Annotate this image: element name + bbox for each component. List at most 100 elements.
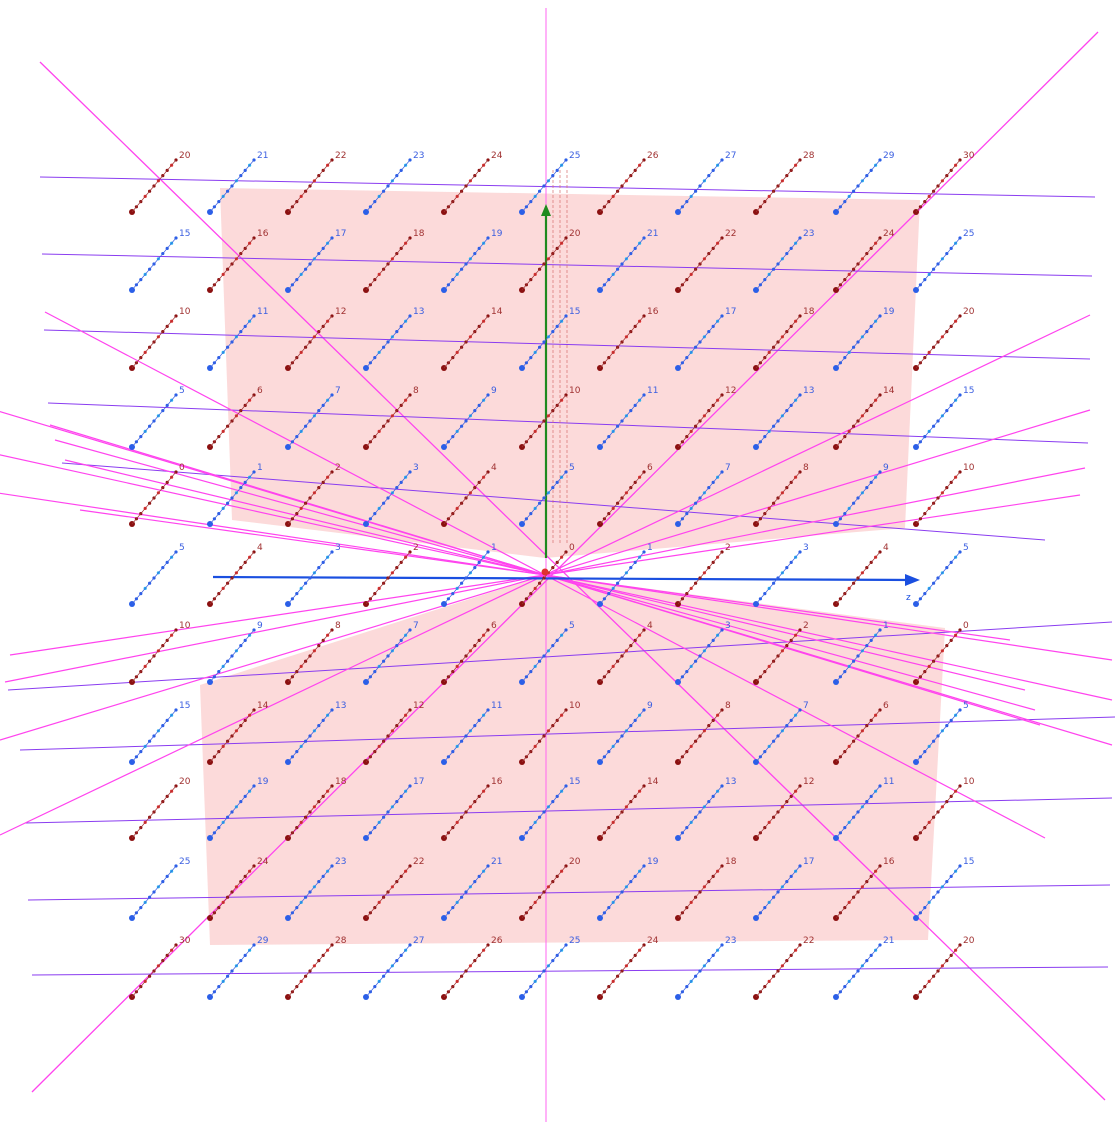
chain-line xyxy=(835,471,881,525)
point-chain: 3 xyxy=(285,543,341,607)
point-chain: 18 xyxy=(363,229,425,293)
chain-line xyxy=(287,237,333,291)
point-chain: 10 xyxy=(519,701,581,765)
chain-line xyxy=(365,944,411,998)
chain-number-label: 7 xyxy=(803,701,809,711)
point-chain: 27 xyxy=(363,936,424,1000)
chain-number-label: 25 xyxy=(569,151,580,161)
chain-number-label: 9 xyxy=(883,463,889,473)
chain-line xyxy=(677,785,723,839)
chain-line xyxy=(599,944,645,998)
chain-line xyxy=(677,865,723,919)
point-chain: 5 xyxy=(913,701,969,765)
point-chain: 21 xyxy=(441,857,502,921)
point-chain: 15 xyxy=(913,386,974,450)
chain-line xyxy=(365,629,411,683)
chain-number-label: 19 xyxy=(647,857,659,867)
chain-line xyxy=(835,159,881,213)
point-chain: 18 xyxy=(285,777,347,841)
chain-number-label: 14 xyxy=(491,307,503,317)
chain-number-label: 15 xyxy=(569,307,580,317)
point-chain: 16 xyxy=(207,229,269,293)
chain-number-label: 20 xyxy=(569,857,581,867)
point-chain: 5 xyxy=(519,621,575,685)
chain-number-label: 24 xyxy=(257,857,269,867)
lower-plane xyxy=(200,575,945,945)
chain-number-label: 15 xyxy=(179,701,190,711)
chain-line xyxy=(521,551,567,605)
y-axis xyxy=(541,170,568,558)
point-chain: 0 xyxy=(129,463,185,527)
chain-number-label: 11 xyxy=(491,701,502,711)
point-chain: 5 xyxy=(913,543,969,607)
point-chain: 26 xyxy=(441,936,503,1000)
chain-line xyxy=(131,629,177,683)
point-chain: 13 xyxy=(363,307,424,371)
point-chain: 20 xyxy=(913,936,975,1000)
point-chain: 3 xyxy=(675,621,731,685)
violet-lines xyxy=(7,176,1116,976)
chain-line xyxy=(365,471,411,525)
chain-line xyxy=(599,551,645,605)
point-chain: 2 xyxy=(753,621,809,685)
chain-number-label: 0 xyxy=(963,621,969,631)
chain-number-label: 21 xyxy=(883,936,894,946)
point-chain: 6 xyxy=(597,463,653,527)
z-axis-arrowhead xyxy=(905,574,920,586)
chain-line xyxy=(209,237,255,291)
chain-number-label: 6 xyxy=(647,463,653,473)
point-chain: 7 xyxy=(675,463,731,527)
point-chain: 16 xyxy=(597,307,659,371)
point-chain: 25 xyxy=(129,857,190,921)
chain-line xyxy=(131,471,177,525)
chain-number-label: 14 xyxy=(883,386,895,396)
point-chain: 11 xyxy=(833,777,894,841)
chain-number-label: 19 xyxy=(257,777,269,787)
chain-line xyxy=(755,785,801,839)
chain-number-label: 8 xyxy=(725,701,731,711)
chain-line xyxy=(521,709,567,763)
chain-line xyxy=(755,709,801,763)
point-chain: 2 xyxy=(363,543,419,607)
chain-number-label: 10 xyxy=(179,307,191,317)
chain-line xyxy=(835,785,881,839)
chain-number-label: 23 xyxy=(725,936,736,946)
point-chain: 20 xyxy=(129,777,191,841)
chain-line xyxy=(287,629,333,683)
chain-number-label: 15 xyxy=(963,857,974,867)
chain-line xyxy=(755,944,801,998)
point-chain: 4 xyxy=(833,543,889,607)
chain-line xyxy=(443,709,489,763)
chain-line xyxy=(599,394,645,448)
chain-line xyxy=(209,629,255,683)
chain-line xyxy=(287,709,333,763)
point-chain: 12 xyxy=(753,777,814,841)
chain-line xyxy=(677,315,723,369)
point-chain: 6 xyxy=(441,621,497,685)
chain-number-label: 17 xyxy=(335,229,346,239)
point-chain: 11 xyxy=(207,307,268,371)
point-chain: 27 xyxy=(675,151,736,215)
chain-number-label: 29 xyxy=(883,151,895,161)
chain-line xyxy=(915,865,961,919)
chain-number-label: 3 xyxy=(413,463,419,473)
point-chain: 12 xyxy=(363,701,424,765)
chain-number-label: 3 xyxy=(335,543,341,553)
point-chain: 0 xyxy=(913,621,969,685)
point-chain: 24 xyxy=(597,936,659,1000)
chain-line xyxy=(677,159,723,213)
point-chain: 3 xyxy=(363,463,419,527)
chain-number-label: 13 xyxy=(725,777,736,787)
chain-number-label: 11 xyxy=(647,386,658,396)
chain-number-label: 10 xyxy=(569,386,581,396)
chain-number-label: 5 xyxy=(179,386,185,396)
chain-number-label: 4 xyxy=(647,621,653,631)
chain-number-label: 20 xyxy=(569,229,581,239)
chain-number-label: 22 xyxy=(803,936,814,946)
chain-number-label: 7 xyxy=(725,463,731,473)
point-chain: 29 xyxy=(833,151,895,215)
chain-number-label: 2 xyxy=(725,543,731,553)
point-chain: 22 xyxy=(285,151,346,215)
chain-number-label: 27 xyxy=(413,936,424,946)
